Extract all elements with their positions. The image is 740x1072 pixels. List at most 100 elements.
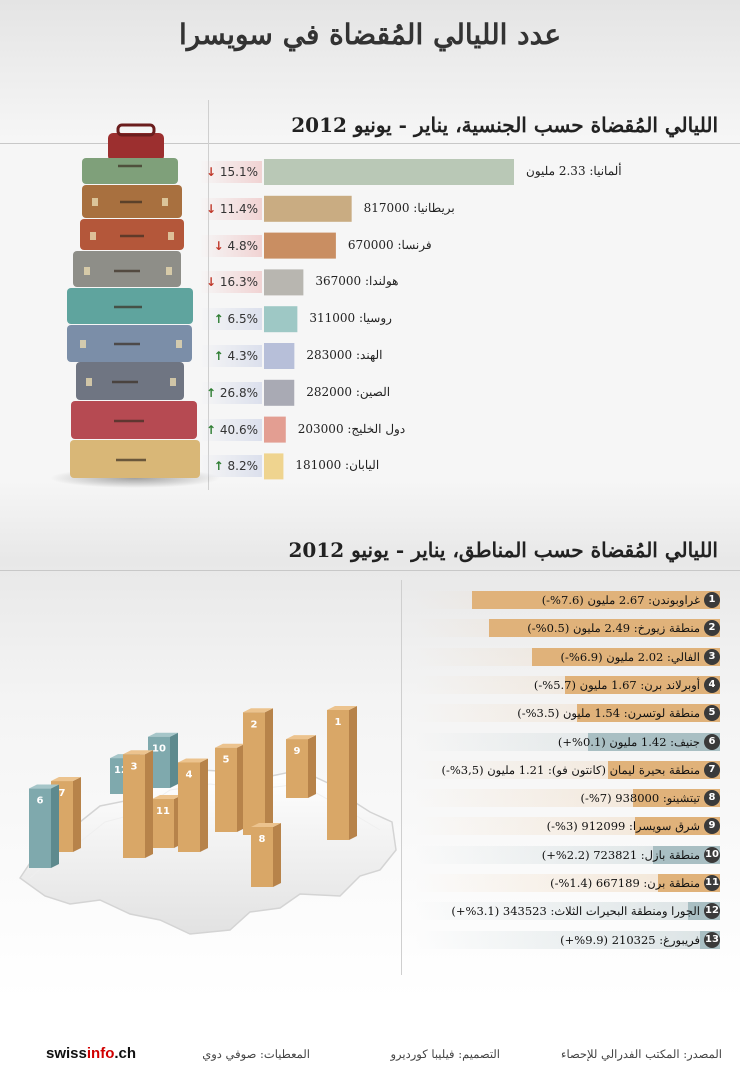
section-divider — [0, 143, 740, 144]
region-bar-track — [415, 845, 720, 864]
data-credit: المعطيات: صوفي دوي — [202, 1047, 310, 1061]
map-bar-number: 10 — [152, 744, 166, 755]
change-label: ↑ 4.3% — [200, 345, 262, 367]
design-credit: التصميم: فيليبا كورديرو — [390, 1047, 500, 1061]
region-number-badge: 3 — [704, 648, 720, 665]
nationality-value-label: الصين: 282000 — [306, 384, 391, 399]
region-label: جنيف: 1.42 مليون (0.1%+) — [557, 734, 700, 749]
axis-line — [208, 100, 209, 490]
change-value: 4.8% — [223, 238, 259, 253]
region-number-badge: 13 — [704, 931, 720, 948]
region-label: منطقة برن: 667189 (1.4%-) — [550, 876, 700, 890]
nationality-value-label: ألمانيا: 2.33 مليون — [526, 164, 622, 178]
region-row: 5 منطقة لوتسرن: 1.54 مليون (3.5%-) — [415, 704, 720, 723]
region-number-badge: 8 — [704, 790, 720, 807]
region-label: منطقة بحيرة ليمان (كانتون فو): 1.21 مليو… — [441, 762, 700, 777]
region-number-badge: 1 — [704, 592, 720, 608]
arrow-down-icon: ↓ — [206, 275, 217, 290]
region-number-badge: 2 — [704, 620, 720, 637]
map-bar-number: 11 — [156, 806, 170, 817]
region-row: 9 شرق سويسرا: 912099 (3%-) — [415, 817, 720, 836]
region-bar — [632, 789, 720, 808]
nationality-value-label: الهند: 283000 — [306, 348, 383, 362]
main-title: عدد الليالي المُقضاة في سويسرا — [178, 18, 562, 51]
logo-part: swiss — [46, 1045, 87, 1062]
change-value: 11.4% — [216, 201, 258, 216]
region-row: 10 منطقة بازل: 723821 (2.2%+) — [415, 845, 720, 864]
nationality-bar — [264, 269, 304, 296]
region-number-badge: 7 — [704, 761, 720, 778]
nationality-bar — [264, 195, 352, 222]
nationality-value-label: روسيا: 311000 — [309, 311, 392, 326]
region-label: غراوبوندن: 2.67 مليون (7.6%-) — [541, 593, 700, 607]
nationality-bar — [264, 343, 295, 369]
map-bar-number: 1 — [335, 717, 342, 728]
region-bar — [564, 675, 720, 694]
logo-part: .ch — [114, 1045, 137, 1062]
region-row: 2 منطقة زيورخ: 2.49 مليون (0.5%-) — [415, 619, 720, 638]
change-label: ↑ 26.8% — [200, 381, 262, 404]
swissinfo-logo[interactable]: swissinfo.ch — [46, 1045, 136, 1062]
region-row: 4 أوبرلاند برن: 1.67 مليون (5.7%-) — [415, 675, 720, 694]
map-bar: 2 — [243, 708, 273, 835]
region-bar — [588, 732, 720, 751]
region-label: أوبرلاند برن: 1.67 مليون (5.7%-) — [533, 677, 700, 692]
region-bar-track — [415, 874, 720, 892]
nationality-bar — [264, 453, 284, 480]
region-label: الجورا ومنطقة البحيرات الثلاث: 343523 (3… — [451, 904, 700, 919]
region-label: منطقة لوتسرن: 1.54 مليون (3.5%-) — [517, 706, 700, 721]
change-value: 26.8% — [216, 385, 258, 400]
region-number-badge: 11 — [704, 875, 720, 891]
nationality-bar — [264, 159, 514, 185]
change-label: ↓ 4.8% — [200, 234, 262, 257]
arrow-up-icon: ↑ — [213, 459, 224, 474]
map-bar-number: 8 — [259, 834, 266, 845]
region-label: تيتشينو: 938000 (7%-) — [580, 791, 700, 806]
region-bar — [488, 619, 720, 638]
map-bar-number: 12 — [114, 765, 128, 776]
change-value: 8.2% — [223, 459, 259, 474]
change-value: 6.5% — [223, 312, 259, 327]
change-label: ↑ 40.6% — [200, 418, 262, 441]
arrow-down-icon: ↓ — [206, 165, 217, 179]
region-row: 1 غراوبوندن: 2.67 مليون (7.6%-) — [415, 591, 720, 609]
map-bar: 9 — [286, 735, 316, 798]
section-divider — [0, 570, 740, 571]
axis-line — [401, 580, 402, 975]
region-number-badge: 10 — [704, 846, 720, 863]
region-number-badge: 12 — [704, 903, 720, 920]
map-bar: 3 — [123, 750, 153, 858]
region-row: 11 منطقة برن: 667189 (1.4%-) — [415, 874, 720, 892]
region-number-badge: 9 — [704, 818, 720, 835]
change-label: ↑ 6.5% — [200, 308, 262, 331]
region-label: الفالي: 2.02 مليون (6.9%-) — [560, 649, 700, 664]
arrow-up-icon: ↑ — [213, 312, 224, 327]
change-value: 4.3% — [223, 349, 259, 363]
region-bar — [576, 704, 720, 723]
region-row: 8 تيتشينو: 938000 (7%-) — [415, 789, 720, 808]
region-bar-track — [415, 902, 720, 921]
map-bar-number: 9 — [294, 746, 301, 757]
map-bar: 5 — [215, 743, 245, 832]
regions-chart-title: الليالي المُقضاة حسب المناطق، يناير - يو… — [288, 538, 719, 562]
nationality-bar — [264, 416, 286, 443]
arrow-down-icon: ↓ — [206, 201, 217, 216]
map-bar-number: 4 — [186, 769, 193, 780]
nationality-chart-title: الليالي المُقضاة حسب الجنسية، يناير - يو… — [291, 113, 718, 137]
region-row: 13 فريبورغ: 210325 (9.9%+) — [415, 930, 720, 949]
map-bar: 10 — [148, 732, 178, 788]
nationality-bar — [264, 379, 295, 406]
region-row: 3 الفالي: 2.02 مليون (6.9%-) — [415, 647, 720, 666]
nationality-value-label: بريطانيا: 817000 — [363, 200, 455, 215]
source-credit: المصدر: المكتب الفدرالي للإحصاء — [561, 1047, 722, 1061]
region-bar-track — [415, 930, 720, 949]
map-bar-number: 5 — [223, 755, 230, 766]
nationality-bar — [264, 306, 298, 333]
region-label: منطقة بازل: 723821 (2.2%+) — [541, 847, 700, 862]
logo-part: info — [86, 1045, 115, 1062]
region-bar — [635, 817, 720, 836]
change-value: 16.3% — [216, 275, 258, 290]
change-label: ↓ 11.4% — [200, 197, 262, 220]
